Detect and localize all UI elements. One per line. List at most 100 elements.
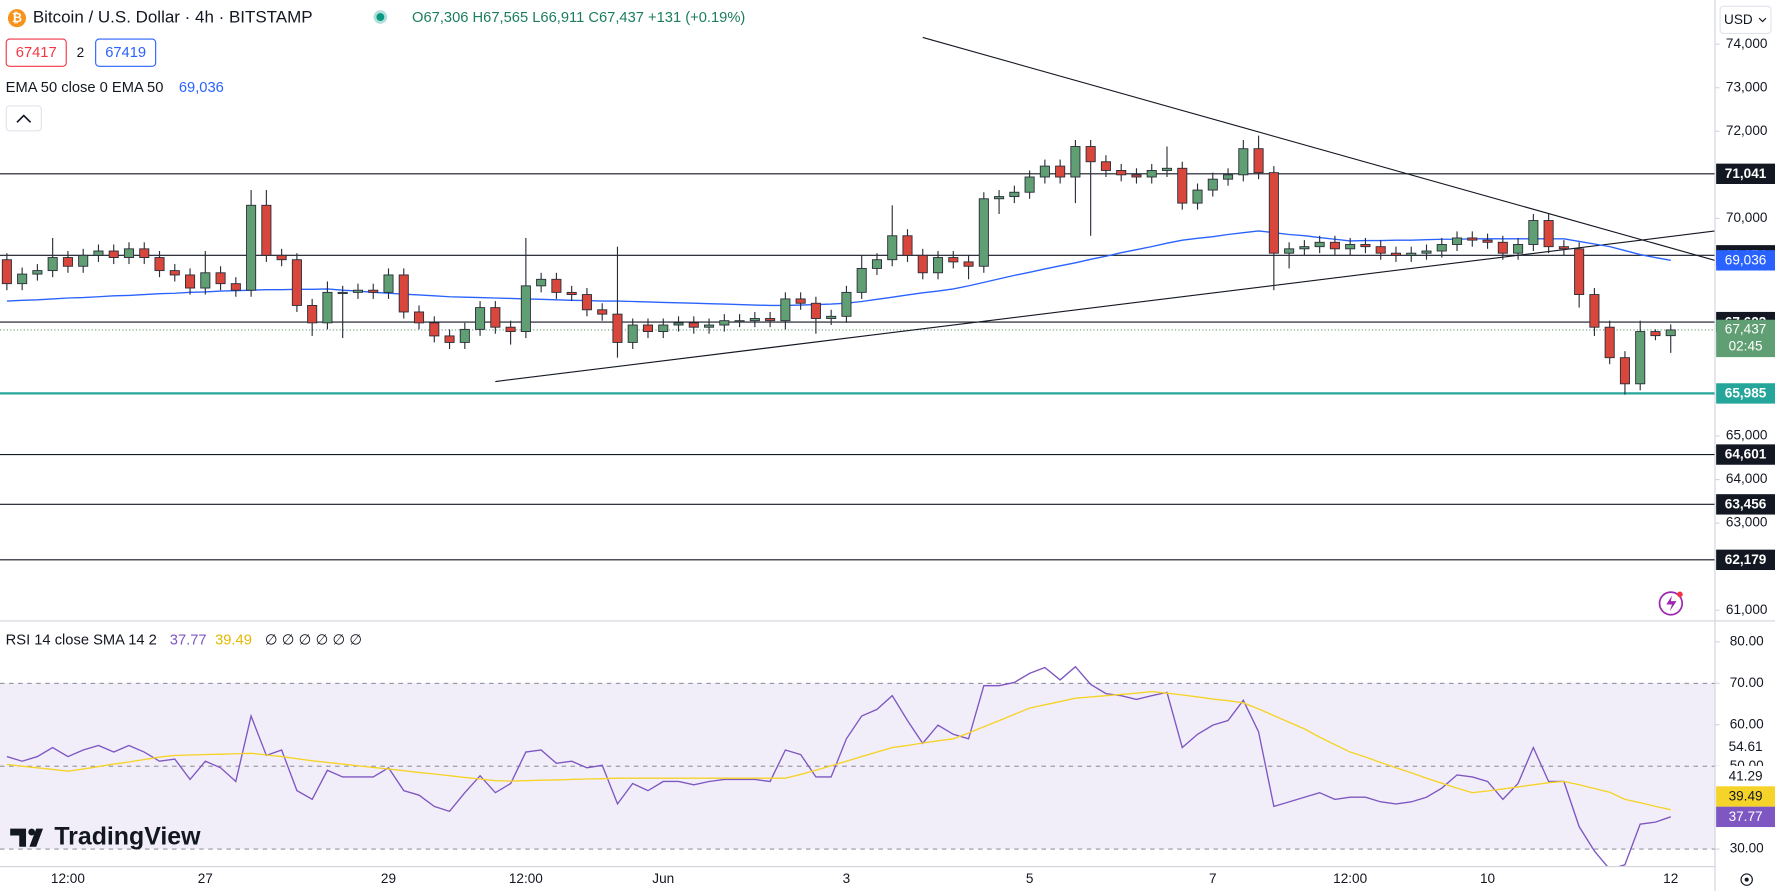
- candle-body-down: [1390, 252, 1402, 256]
- candle-body-up: [871, 259, 882, 269]
- level-label-box: [1716, 494, 1775, 515]
- candle-body-down: [1482, 239, 1493, 243]
- candle-body-up: [1436, 244, 1447, 252]
- candle-body-down: [1131, 174, 1142, 178]
- ema-legend-value: 69,036: [179, 80, 224, 96]
- candle-body-up: [337, 291, 348, 294]
- currency-button[interactable]: [1719, 5, 1772, 35]
- candle-body-down: [948, 257, 959, 263]
- rsi-value-box: [1716, 765, 1775, 787]
- candle-body-up: [1665, 329, 1676, 337]
- candle-body-down: [1116, 170, 1127, 176]
- bid-box[interactable]: [5, 38, 67, 67]
- candle-body-up: [1039, 165, 1050, 178]
- last-price-label: 67,437: [1725, 322, 1767, 337]
- x-tick-label: 12: [1663, 871, 1678, 886]
- header: ₿ Bitcoin / U.S. Dollar · 4h · BITSTAMP …: [5, 5, 1772, 886]
- candle-body-down: [765, 318, 776, 322]
- candle-body-down: [307, 304, 318, 324]
- rsi-band: [0, 683, 1716, 850]
- settings-icon[interactable]: [1740, 873, 1753, 886]
- level-label: 65,985: [1725, 386, 1767, 401]
- rsi-value-label: 37.77: [1729, 809, 1763, 824]
- rsi-legend: RSI 14 close SMA 14 2: [6, 633, 157, 649]
- collapse-icon[interactable]: [16, 114, 32, 123]
- candle-body-down: [154, 257, 165, 272]
- level-label-box: [1716, 444, 1775, 465]
- candle-body-up: [1146, 170, 1157, 178]
- candle-body-up: [1284, 248, 1295, 254]
- candle-body-up: [719, 320, 730, 326]
- candle-body-down: [429, 322, 440, 337]
- alert-bolt[interactable]: [1666, 595, 1677, 612]
- currency[interactable]: USD: [1724, 12, 1753, 27]
- y-tick-label: 70.00: [1730, 675, 1764, 690]
- candle-body-down: [963, 261, 974, 267]
- candle-body-up: [780, 298, 791, 322]
- y-tick-label: 64,000: [1726, 471, 1768, 486]
- x-tick-label: 5: [1026, 871, 1034, 886]
- level-label: 63,456: [1725, 497, 1767, 512]
- ask-box[interactable]: [95, 38, 157, 67]
- candle-body-down: [1329, 241, 1340, 250]
- rsi-value-label: 39.49: [1729, 789, 1763, 804]
- y-tick-label: 60.00: [1730, 716, 1764, 731]
- coin-icon-glyph: ₿: [12, 11, 22, 25]
- y-tick-label: 70,000: [1726, 210, 1768, 225]
- currency-caret[interactable]: [1758, 17, 1767, 23]
- candle-body-up: [352, 289, 363, 293]
- candle-body-up: [1009, 191, 1020, 198]
- candle-body-down: [597, 309, 608, 315]
- ema-value-label: 69,036: [1725, 252, 1767, 267]
- candle-body-up: [704, 324, 715, 328]
- rsi-value-label: 54.61: [1729, 739, 1763, 754]
- candle-body-down: [62, 257, 73, 267]
- y-tick-label: 72,000: [1726, 123, 1768, 138]
- candle-body-down: [1467, 237, 1478, 241]
- settings-icon-core[interactable]: [1744, 877, 1749, 882]
- candle-body-up: [17, 273, 28, 285]
- candle-body-up: [1070, 146, 1081, 178]
- level-label: 62,179: [1725, 552, 1767, 567]
- x-tick-label: 10: [1480, 871, 1496, 886]
- candle-body-up: [749, 318, 760, 322]
- trendline: [495, 230, 1716, 383]
- candle-body-down: [1177, 167, 1188, 204]
- candle-body-down: [1558, 246, 1569, 250]
- candle-body-down: [1589, 294, 1600, 328]
- bid-price[interactable]: 67417: [16, 45, 57, 61]
- candle-body-up: [1345, 244, 1356, 250]
- collapse-button[interactable]: [5, 105, 42, 132]
- alert-icon[interactable]: [1658, 591, 1684, 616]
- y-tick-label: 74,000: [1726, 36, 1768, 51]
- candle-body-down: [566, 291, 577, 296]
- ohlc: O67,306 H67,565 L66,911 C67,437 +131 (+0…: [412, 10, 745, 26]
- candle-body-up: [1238, 148, 1249, 176]
- candle-body-down: [1619, 357, 1630, 385]
- candle-body-up: [123, 248, 135, 258]
- y-tick-label: 30.00: [1730, 841, 1764, 856]
- x-tick-label: 27: [198, 871, 213, 886]
- trendline: [922, 36, 1716, 261]
- candle-body-down: [1604, 326, 1615, 359]
- rsi-line: [6, 690, 1671, 811]
- x-tick-label: 29: [381, 871, 396, 886]
- last-price-box: [1716, 319, 1775, 358]
- candle-body-down: [1497, 241, 1508, 254]
- candle-body-down: [581, 294, 592, 311]
- candle-body-up: [994, 196, 1005, 200]
- candle-body-down: [398, 274, 409, 313]
- candle-body-up: [932, 257, 944, 274]
- candle-body-up: [200, 272, 211, 289]
- candle-body-up: [1223, 174, 1234, 180]
- candle-body-up: [627, 324, 638, 343]
- candle-body-down: [368, 289, 379, 293]
- candle-body-down: [185, 274, 196, 289]
- candle-body-down: [1253, 148, 1264, 174]
- candle-body-up: [520, 285, 531, 333]
- rsi-value-label: 41.29: [1729, 768, 1763, 783]
- candle-body-down: [1100, 161, 1111, 171]
- ask-price[interactable]: 67419: [105, 45, 146, 61]
